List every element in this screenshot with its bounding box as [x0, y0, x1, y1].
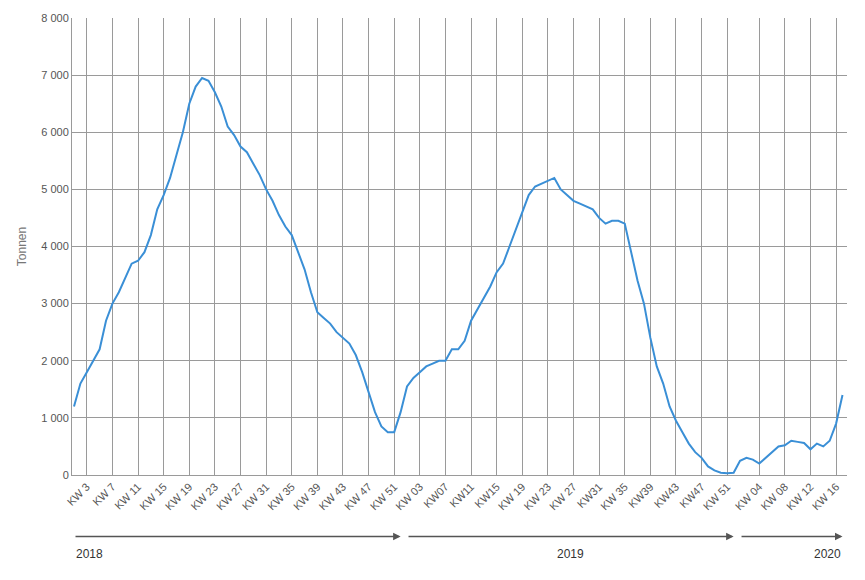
svg-text:KW 31: KW 31: [240, 481, 272, 513]
svg-text:KW 3: KW 3: [65, 481, 93, 509]
svg-text:KW 23: KW 23: [188, 481, 220, 513]
svg-text:2020: 2020: [814, 547, 841, 561]
svg-text:KW 7: KW 7: [90, 481, 118, 509]
svg-text:KW 23: KW 23: [521, 481, 553, 513]
svg-text:KW 16: KW 16: [810, 481, 842, 513]
svg-text:2 000: 2 000: [41, 355, 69, 367]
svg-text:KW31: KW31: [575, 481, 605, 511]
svg-text:KW 51: KW 51: [368, 481, 400, 513]
svg-text:KW 04: KW 04: [733, 481, 765, 513]
svg-text:KW 12: KW 12: [784, 481, 816, 513]
svg-text:4 000: 4 000: [41, 240, 69, 252]
svg-text:KW 35: KW 35: [598, 481, 630, 513]
svg-text:KW15: KW15: [472, 481, 502, 511]
svg-text:KW 51: KW 51: [701, 481, 733, 513]
svg-text:7 000: 7 000: [41, 69, 69, 81]
svg-text:0: 0: [63, 469, 69, 481]
svg-text:KW 15: KW 15: [137, 481, 169, 513]
svg-text:KW 47: KW 47: [342, 481, 374, 513]
svg-text:KW 27: KW 27: [547, 481, 579, 513]
svg-text:KW 19: KW 19: [496, 481, 528, 513]
svg-text:KW39: KW39: [626, 481, 656, 511]
svg-text:6 000: 6 000: [41, 126, 69, 138]
svg-text:KW 35: KW 35: [265, 481, 297, 513]
svg-text:KW 08: KW 08: [758, 481, 790, 513]
svg-text:KW47: KW47: [677, 481, 707, 511]
svg-text:KW 43: KW 43: [316, 481, 348, 513]
svg-text:KW 11: KW 11: [112, 481, 143, 512]
svg-text:3 000: 3 000: [41, 297, 69, 309]
svg-text:8 000: 8 000: [41, 12, 69, 24]
svg-text:1 000: 1 000: [41, 412, 69, 424]
svg-text:Tonnen: Tonnen: [15, 227, 29, 266]
svg-text:KW11: KW11: [447, 481, 476, 510]
svg-text:KW 27: KW 27: [214, 481, 246, 513]
svg-text:KW43: KW43: [652, 481, 682, 511]
svg-text:KW07: KW07: [421, 481, 451, 511]
svg-text:2019: 2019: [557, 547, 584, 561]
svg-text:KW 03: KW 03: [393, 481, 425, 513]
svg-text:KW 19: KW 19: [163, 481, 195, 513]
svg-text:2018: 2018: [76, 547, 103, 561]
svg-text:5 000: 5 000: [41, 183, 69, 195]
svg-text:KW 39: KW 39: [291, 481, 323, 513]
